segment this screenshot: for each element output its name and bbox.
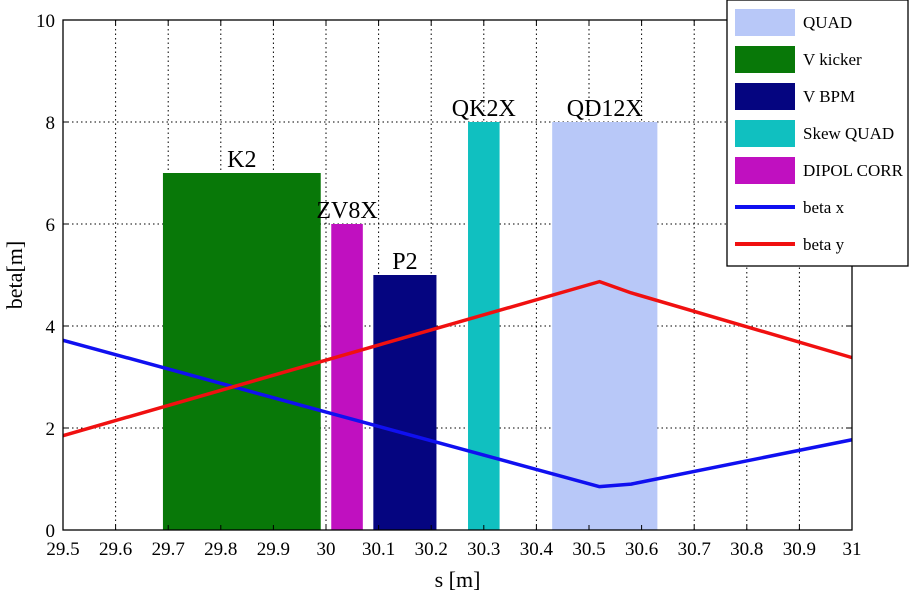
element-label-p2: P2 <box>392 249 417 275</box>
element-bar-k2 <box>162 173 321 530</box>
legend-label-dipol-corr: DIPOL CORR <box>803 161 904 180</box>
x-tick-label: 29.7 <box>152 539 185 560</box>
x-tick-label: 30.2 <box>415 539 448 560</box>
x-tick-label: 29.6 <box>99 539 132 560</box>
y-tick-label: 8 <box>46 113 56 134</box>
x-tick-label: 30.9 <box>783 539 816 560</box>
element-label-qk2x: QK2X <box>452 96 516 122</box>
element-label-k2: K2 <box>227 147 256 173</box>
legend-label-quad: QUAD <box>803 13 852 32</box>
element-label-zv8x: ZV8X <box>316 198 377 224</box>
element-bar-qk2x <box>468 122 500 530</box>
x-tick-label: 30 <box>317 539 336 560</box>
y-axis-label: beta[m] <box>2 241 27 309</box>
legend-label-v-kicker: V kicker <box>803 50 862 69</box>
x-tick-label: 30.7 <box>678 539 711 560</box>
legend-label-v-bpm: V BPM <box>803 87 855 106</box>
beta-lines <box>62 279 853 489</box>
y-tick-label: 0 <box>46 521 56 542</box>
y-tick-label: 2 <box>46 419 56 440</box>
x-tick-label: 30.1 <box>362 539 395 560</box>
x-tick-label: 30.3 <box>467 539 500 560</box>
legend-label-beta-x: beta x <box>803 198 845 217</box>
y-tick-label: 10 <box>36 11 55 32</box>
x-tick-label: 30.5 <box>572 539 605 560</box>
element-label-qd12x: QD12X <box>567 96 643 122</box>
legend-swatch-skew-quad <box>735 120 795 147</box>
x-tick-label: 30.4 <box>520 539 554 560</box>
x-tick-label: 29.8 <box>204 539 237 560</box>
y-tick-label: 4 <box>46 317 56 338</box>
x-tick-label: 29.9 <box>257 539 290 560</box>
legend-swatch-v-kicker <box>735 46 795 73</box>
legend-swatch-v-bpm <box>735 83 795 110</box>
x-tick-label: 31 <box>843 539 862 560</box>
legend: QUAD V kicker V BPM Skew QUAD DIPOL CORR beta… <box>726 0 909 267</box>
plot-frame <box>62 19 853 531</box>
element-bar-p2 <box>373 275 437 530</box>
element-bar-zv8x <box>331 224 363 530</box>
series-line-beta-y <box>62 279 853 438</box>
legend-swatch-dipol-corr <box>735 157 795 184</box>
element-bars <box>162 122 658 530</box>
x-axis-label: s [m] <box>435 567 481 592</box>
legend-label-skew-quad: Skew QUAD <box>803 124 894 143</box>
legend-label-beta-y: beta y <box>803 235 845 254</box>
y-tick-label: 6 <box>46 215 56 236</box>
element-labels: K2 ZV8X P2 QK2X QD12X <box>227 96 643 275</box>
axis-ticks: 29.5 29.6 29.7 29.8 29.9 30 30.1 30.2 30.3 30.4 30… <box>36 11 862 560</box>
series-line-beta-x <box>62 338 853 489</box>
element-bar-qd12x <box>552 122 658 530</box>
x-tick-label: 30.6 <box>625 539 658 560</box>
legend-swatch-quad <box>735 9 795 36</box>
x-tick-label: 29.5 <box>46 539 79 560</box>
x-tick-label: 30.8 <box>730 539 763 560</box>
